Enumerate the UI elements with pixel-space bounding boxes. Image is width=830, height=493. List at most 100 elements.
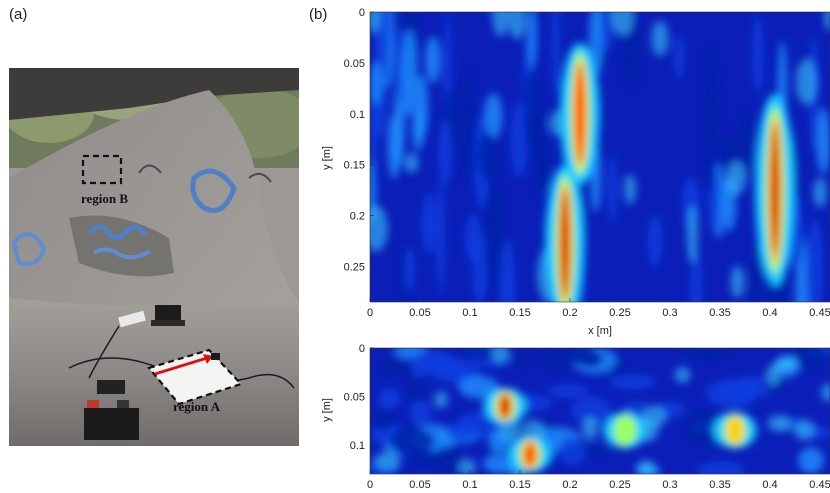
top-texture bbox=[795, 58, 818, 105]
bottom-xtick-label: 0.2 bbox=[562, 479, 577, 491]
bottom-ylabel: y [m] bbox=[321, 398, 333, 422]
top-texture bbox=[437, 119, 453, 186]
top-texture bbox=[465, 214, 482, 263]
bottom-feature-3 bbox=[726, 416, 744, 445]
bottom-xtick-label: 0.1 bbox=[462, 479, 477, 491]
bottom-texture bbox=[547, 384, 589, 399]
top-texture bbox=[816, 108, 830, 175]
top-texture bbox=[484, 179, 504, 289]
top-texture bbox=[737, 111, 754, 180]
bottom-texture bbox=[557, 348, 600, 365]
bottom-texture bbox=[458, 458, 476, 474]
bottom-xtick-label: 0.15 bbox=[509, 479, 530, 491]
bottom-feature-1 bbox=[524, 441, 536, 468]
bottom-texture bbox=[409, 454, 437, 469]
bottom-texture bbox=[792, 348, 827, 371]
top-texture bbox=[510, 101, 529, 178]
heatmap-bottom: 0 0.05 0.1 0.15 0.2 0.25 0.3 0.35 0.4 0.45 0 0.05 0… bbox=[321, 343, 830, 491]
top-ytick-label: 0.15 bbox=[344, 160, 365, 172]
scan-arrow bbox=[154, 356, 208, 376]
panel-a-label: (a) bbox=[9, 6, 28, 23]
region-b-marker bbox=[81, 154, 123, 185]
top-xtick-label: 0.2 bbox=[562, 307, 577, 319]
top-texture bbox=[726, 161, 746, 196]
bottom-xtick-label: 0.35 bbox=[709, 479, 730, 491]
bottom-texture bbox=[674, 366, 691, 383]
bottom-texture bbox=[688, 348, 732, 363]
bottom-texture bbox=[375, 411, 398, 425]
bottom-feature-0 bbox=[501, 394, 509, 418]
top-texture bbox=[478, 132, 498, 180]
top-texture bbox=[686, 204, 699, 264]
bottom-texture bbox=[458, 375, 500, 399]
bottom-xtick-label: 0.4 bbox=[762, 479, 777, 491]
bottom-texture bbox=[404, 388, 429, 402]
bottom-texture bbox=[491, 348, 510, 365]
heatmap-top: 0 0.05 0.1 0.15 0.2 0.25 0.3 0.35 0.4 0.45 0 0.05 0… bbox=[321, 7, 830, 337]
top-texture bbox=[463, 67, 475, 185]
bottom-texture bbox=[571, 396, 611, 424]
top-feature-0 bbox=[561, 192, 569, 295]
top-texture bbox=[607, 153, 618, 225]
bottom-texture bbox=[499, 419, 521, 442]
top-xlabel: x [m] bbox=[588, 325, 612, 337]
top-texture bbox=[483, 92, 503, 140]
bottom-ytick-label: 0 bbox=[359, 343, 365, 355]
top-texture bbox=[527, 12, 538, 69]
heatmap-panel: 0 0.05 0.1 0.15 0.2 0.25 0.3 0.35 0.4 0.45 0 0.05 0… bbox=[321, 7, 830, 491]
bottom-xtick-label: 0 bbox=[367, 479, 373, 491]
top-texture bbox=[491, 12, 510, 37]
top-texture bbox=[611, 12, 635, 36]
bottom-texture bbox=[821, 383, 830, 402]
top-texture bbox=[824, 12, 830, 31]
top-ytick-label: 0.1 bbox=[350, 109, 365, 121]
top-texture bbox=[647, 215, 663, 267]
bottom-texture bbox=[410, 359, 431, 379]
top-ytick-label: 0.25 bbox=[344, 261, 365, 273]
top-texture bbox=[730, 265, 745, 298]
top-texture bbox=[436, 179, 446, 294]
bottom-texture bbox=[409, 399, 432, 426]
top-texture bbox=[425, 36, 441, 84]
top-texture bbox=[499, 238, 516, 302]
battery bbox=[84, 408, 139, 440]
bottom-texture bbox=[389, 427, 435, 454]
bottom-texture bbox=[377, 388, 401, 409]
top-texture bbox=[752, 14, 764, 94]
top-texture bbox=[370, 60, 383, 106]
bottom-texture bbox=[434, 446, 462, 474]
sensor-box bbox=[118, 310, 146, 328]
bottom-texture bbox=[697, 461, 745, 474]
top-feature-2 bbox=[771, 127, 779, 253]
top-texture bbox=[524, 70, 540, 155]
bottom-texture bbox=[774, 356, 797, 371]
top-xtick-label: 0.3 bbox=[662, 307, 677, 319]
top-texture bbox=[551, 12, 560, 94]
laptop bbox=[155, 305, 181, 321]
region-a-marker bbox=[147, 348, 243, 406]
bottom-feature-2 bbox=[613, 414, 637, 447]
top-xtick-label: 0.05 bbox=[409, 307, 430, 319]
top-texture bbox=[421, 192, 436, 255]
bottom-xtick-label: 0.05 bbox=[409, 479, 430, 491]
top-texture bbox=[508, 12, 527, 40]
bottom-texture bbox=[767, 415, 792, 432]
top-xtick-label: 0.4 bbox=[762, 307, 777, 319]
top-ylabel: y [m] bbox=[321, 146, 333, 170]
top-texture bbox=[813, 177, 828, 208]
bottom-xtick-label: 0.25 bbox=[609, 479, 630, 491]
top-texture bbox=[401, 29, 418, 117]
top-xtick-label: 0 bbox=[367, 307, 373, 319]
top-texture bbox=[387, 113, 402, 179]
top-xtick-label: 0.15 bbox=[509, 307, 530, 319]
bottom-ytick-label: 0.1 bbox=[350, 440, 365, 452]
region-b-label: region B bbox=[81, 191, 128, 206]
bottom-texture bbox=[794, 419, 815, 440]
top-texture bbox=[404, 247, 416, 292]
skatepark-photo: region B region A bbox=[9, 68, 299, 446]
top-texture bbox=[806, 217, 824, 302]
bottom-texture bbox=[766, 364, 781, 386]
graffiti bbox=[69, 215, 174, 277]
top-texture bbox=[404, 152, 419, 173]
top-texture bbox=[749, 243, 765, 302]
